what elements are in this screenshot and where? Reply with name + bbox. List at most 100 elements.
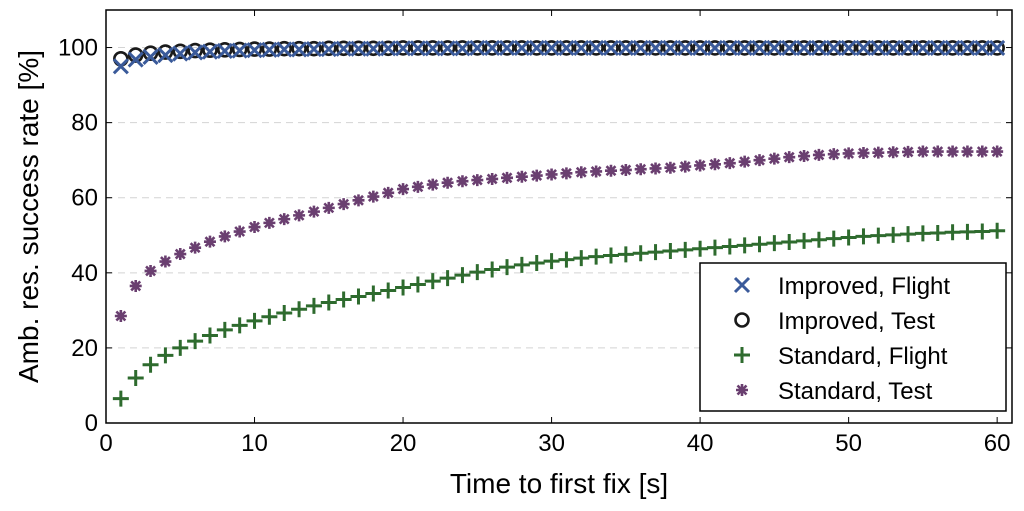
data-point (350, 40, 367, 57)
data-point (603, 40, 619, 56)
data-point (499, 40, 515, 56)
data-point (291, 40, 307, 57)
data-point (320, 40, 337, 57)
data-point (144, 264, 157, 277)
data-point (426, 178, 439, 191)
data-point (114, 309, 127, 322)
x-tick-label: 50 (835, 430, 862, 457)
data-point (127, 369, 144, 386)
data-point (647, 244, 664, 261)
data-point (989, 222, 1006, 239)
data-point (456, 175, 469, 188)
data-point (397, 183, 410, 196)
data-point (202, 42, 218, 58)
data-point (201, 43, 219, 60)
x-tick-label: 0 (99, 430, 112, 457)
data-point (380, 40, 397, 57)
data-point (766, 235, 783, 252)
data-point (439, 270, 456, 287)
data-point (677, 39, 694, 56)
data-point (471, 174, 484, 187)
data-point (484, 261, 501, 278)
data-point (382, 186, 395, 199)
data-point (174, 248, 187, 261)
data-point (501, 171, 514, 184)
data-point (796, 40, 812, 56)
data-point (157, 44, 174, 60)
data-point (736, 237, 753, 254)
data-point (899, 39, 917, 56)
data-point (885, 226, 902, 243)
data-point (575, 166, 588, 179)
data-point (424, 273, 441, 290)
data-point (662, 243, 679, 260)
data-point (617, 246, 634, 263)
data-point (692, 240, 709, 257)
y-tick-label: 80 (71, 110, 98, 137)
data-point (751, 40, 768, 56)
data-point (350, 40, 367, 57)
data-point (409, 276, 426, 293)
data-point (545, 168, 558, 181)
data-point (842, 147, 855, 160)
data-point (944, 224, 961, 241)
data-point (781, 39, 798, 56)
data-point (335, 40, 352, 57)
data-point (707, 40, 723, 56)
data-point (781, 40, 798, 56)
data-point (187, 44, 204, 61)
data-point (157, 347, 174, 364)
data-point (410, 40, 426, 56)
data-point (825, 230, 842, 247)
data-point (810, 39, 827, 56)
data-point (203, 235, 216, 248)
data-point (649, 162, 662, 175)
data-point (335, 291, 352, 308)
data-point (543, 39, 560, 56)
data-point (959, 40, 976, 56)
data-point (573, 39, 590, 56)
data-point (736, 40, 753, 56)
data-point (306, 40, 322, 57)
data-point (454, 267, 471, 284)
data-point (246, 42, 263, 59)
y-axis-title: Amb. res. success rate [%] (13, 50, 44, 383)
data-point (916, 145, 929, 158)
data-point (424, 40, 441, 57)
data-point (365, 40, 382, 57)
data-point (248, 221, 261, 234)
data-point (409, 40, 426, 57)
data-point (974, 39, 991, 56)
x-tick-label: 30 (538, 430, 565, 457)
data-point (796, 232, 813, 249)
data-point (189, 241, 202, 254)
data-point (263, 216, 276, 229)
data-point (588, 248, 605, 265)
data-point (365, 285, 382, 302)
data-point (959, 39, 976, 56)
data-point (885, 39, 902, 56)
data-point (929, 40, 946, 56)
data-point (543, 253, 560, 270)
data-point (216, 321, 233, 338)
data-point (231, 317, 248, 334)
legend-marker (733, 276, 751, 294)
data-point (974, 223, 991, 240)
data-point (946, 145, 959, 158)
data-point (129, 279, 142, 292)
y-tick-label: 0 (85, 410, 98, 437)
data-point (513, 39, 530, 56)
x-tick-label: 10 (241, 430, 268, 457)
data-point (929, 39, 946, 56)
data-point (216, 42, 233, 59)
data-point (961, 145, 974, 158)
data-point (634, 163, 647, 176)
data-point (157, 46, 174, 64)
data-point (914, 39, 931, 56)
data-point (484, 39, 501, 56)
data-point (632, 39, 649, 56)
y-tick-label: 40 (71, 260, 98, 287)
data-point (915, 40, 931, 56)
data-point (812, 148, 825, 161)
data-point (352, 194, 365, 207)
